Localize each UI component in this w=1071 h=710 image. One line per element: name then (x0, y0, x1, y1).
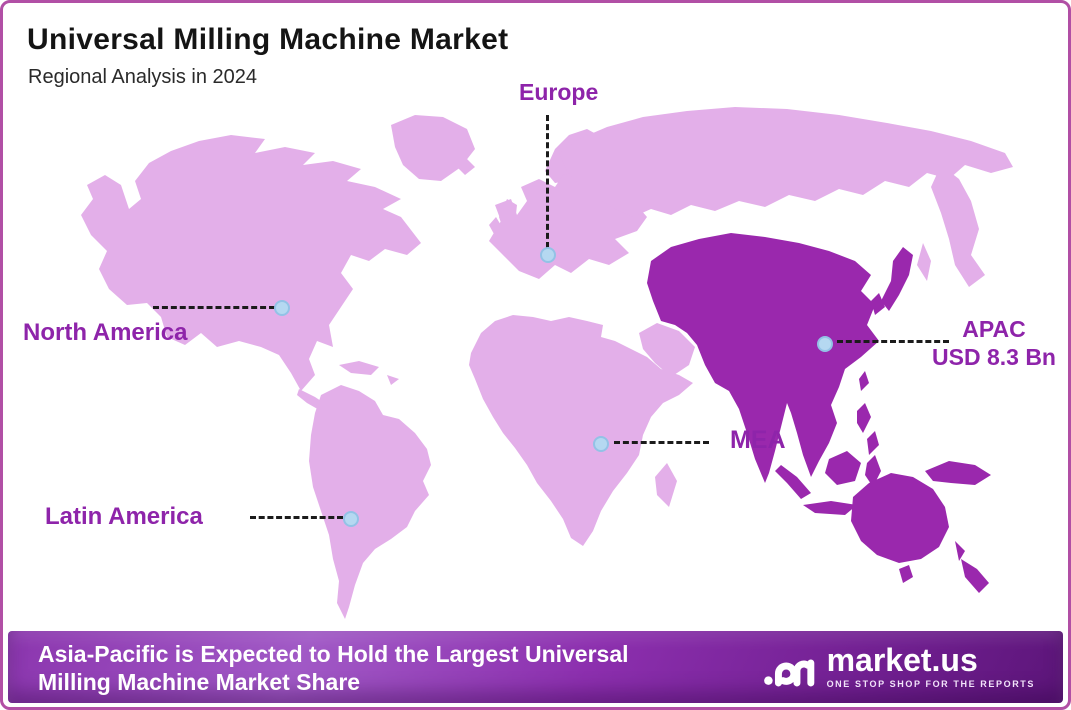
brand-tagline: ONE STOP SHOP FOR THE REPORTS (826, 678, 1035, 689)
region-caribbean-small (387, 375, 399, 385)
region-russia (559, 107, 1013, 217)
region-new-guinea (925, 461, 991, 485)
region-sakhalin (917, 243, 931, 281)
region-philippines (857, 403, 871, 433)
page-title: Universal Milling Machine Market (27, 23, 509, 56)
label-apac-value: USD 8.3 Bn (932, 344, 1056, 370)
region-madagascar (655, 463, 677, 507)
region-arabia (639, 323, 695, 377)
label-europe: Europe (519, 79, 599, 105)
label-latin-america: Latin America (45, 503, 203, 530)
connector-north-america (153, 306, 275, 309)
connector-europe (546, 115, 549, 248)
marker-latin-america (343, 511, 359, 527)
region-borneo (825, 451, 861, 485)
region-africa (469, 315, 693, 546)
region-australia (851, 473, 949, 563)
region-south-america (309, 385, 431, 619)
region-taiwan (859, 371, 869, 391)
brand-name: market.us (826, 641, 978, 678)
marketus-logo-icon (763, 659, 814, 687)
connector-latin-america (250, 516, 343, 519)
region-japan (881, 247, 913, 311)
footer-headline-line2: Milling Machine Market Share (38, 669, 361, 695)
label-apac: APAC USD 8.3 Bn (925, 315, 1063, 371)
region-iceland (455, 159, 475, 175)
brand-logo: market.us ONE STOP SHOP FOR THE REPORTS (763, 641, 1035, 691)
brand-text: market.us ONE STOP SHOP FOR THE REPORTS (827, 644, 1035, 689)
region-kamchatka (931, 165, 985, 287)
region-north-america (81, 135, 421, 391)
label-apac-name: APAC (962, 316, 1026, 342)
label-mea: MEA (730, 426, 786, 454)
light-regions (81, 107, 1013, 619)
connector-apac (837, 340, 949, 343)
region-tasmania (899, 565, 913, 583)
region-sulawesi (865, 455, 881, 487)
label-north-america: North America (23, 319, 188, 346)
region-korea (871, 293, 885, 315)
footer-headline: Asia-Pacific is Expected to Hold the Lar… (38, 640, 629, 696)
world-map (81, 107, 1013, 619)
region-philippines-south (867, 431, 879, 455)
connector-mea (614, 441, 709, 444)
region-new-zealand-north (955, 541, 965, 561)
region-caribbean (339, 361, 379, 375)
dark-regions (647, 233, 991, 593)
region-sumatra (775, 465, 811, 499)
marker-apac (817, 336, 833, 352)
marker-north-america (274, 300, 290, 316)
footer-banner: Asia-Pacific is Expected to Hold the Lar… (8, 631, 1063, 703)
region-greenland (391, 115, 475, 181)
region-apac-mainland (647, 233, 879, 483)
marker-europe (540, 247, 556, 263)
footer-headline-line1: Asia-Pacific is Expected to Hold the Lar… (38, 641, 629, 667)
region-new-zealand-south (961, 559, 989, 593)
page-subtitle: Regional Analysis in 2024 (28, 66, 258, 88)
region-java (803, 501, 857, 515)
marker-mea (593, 436, 609, 452)
